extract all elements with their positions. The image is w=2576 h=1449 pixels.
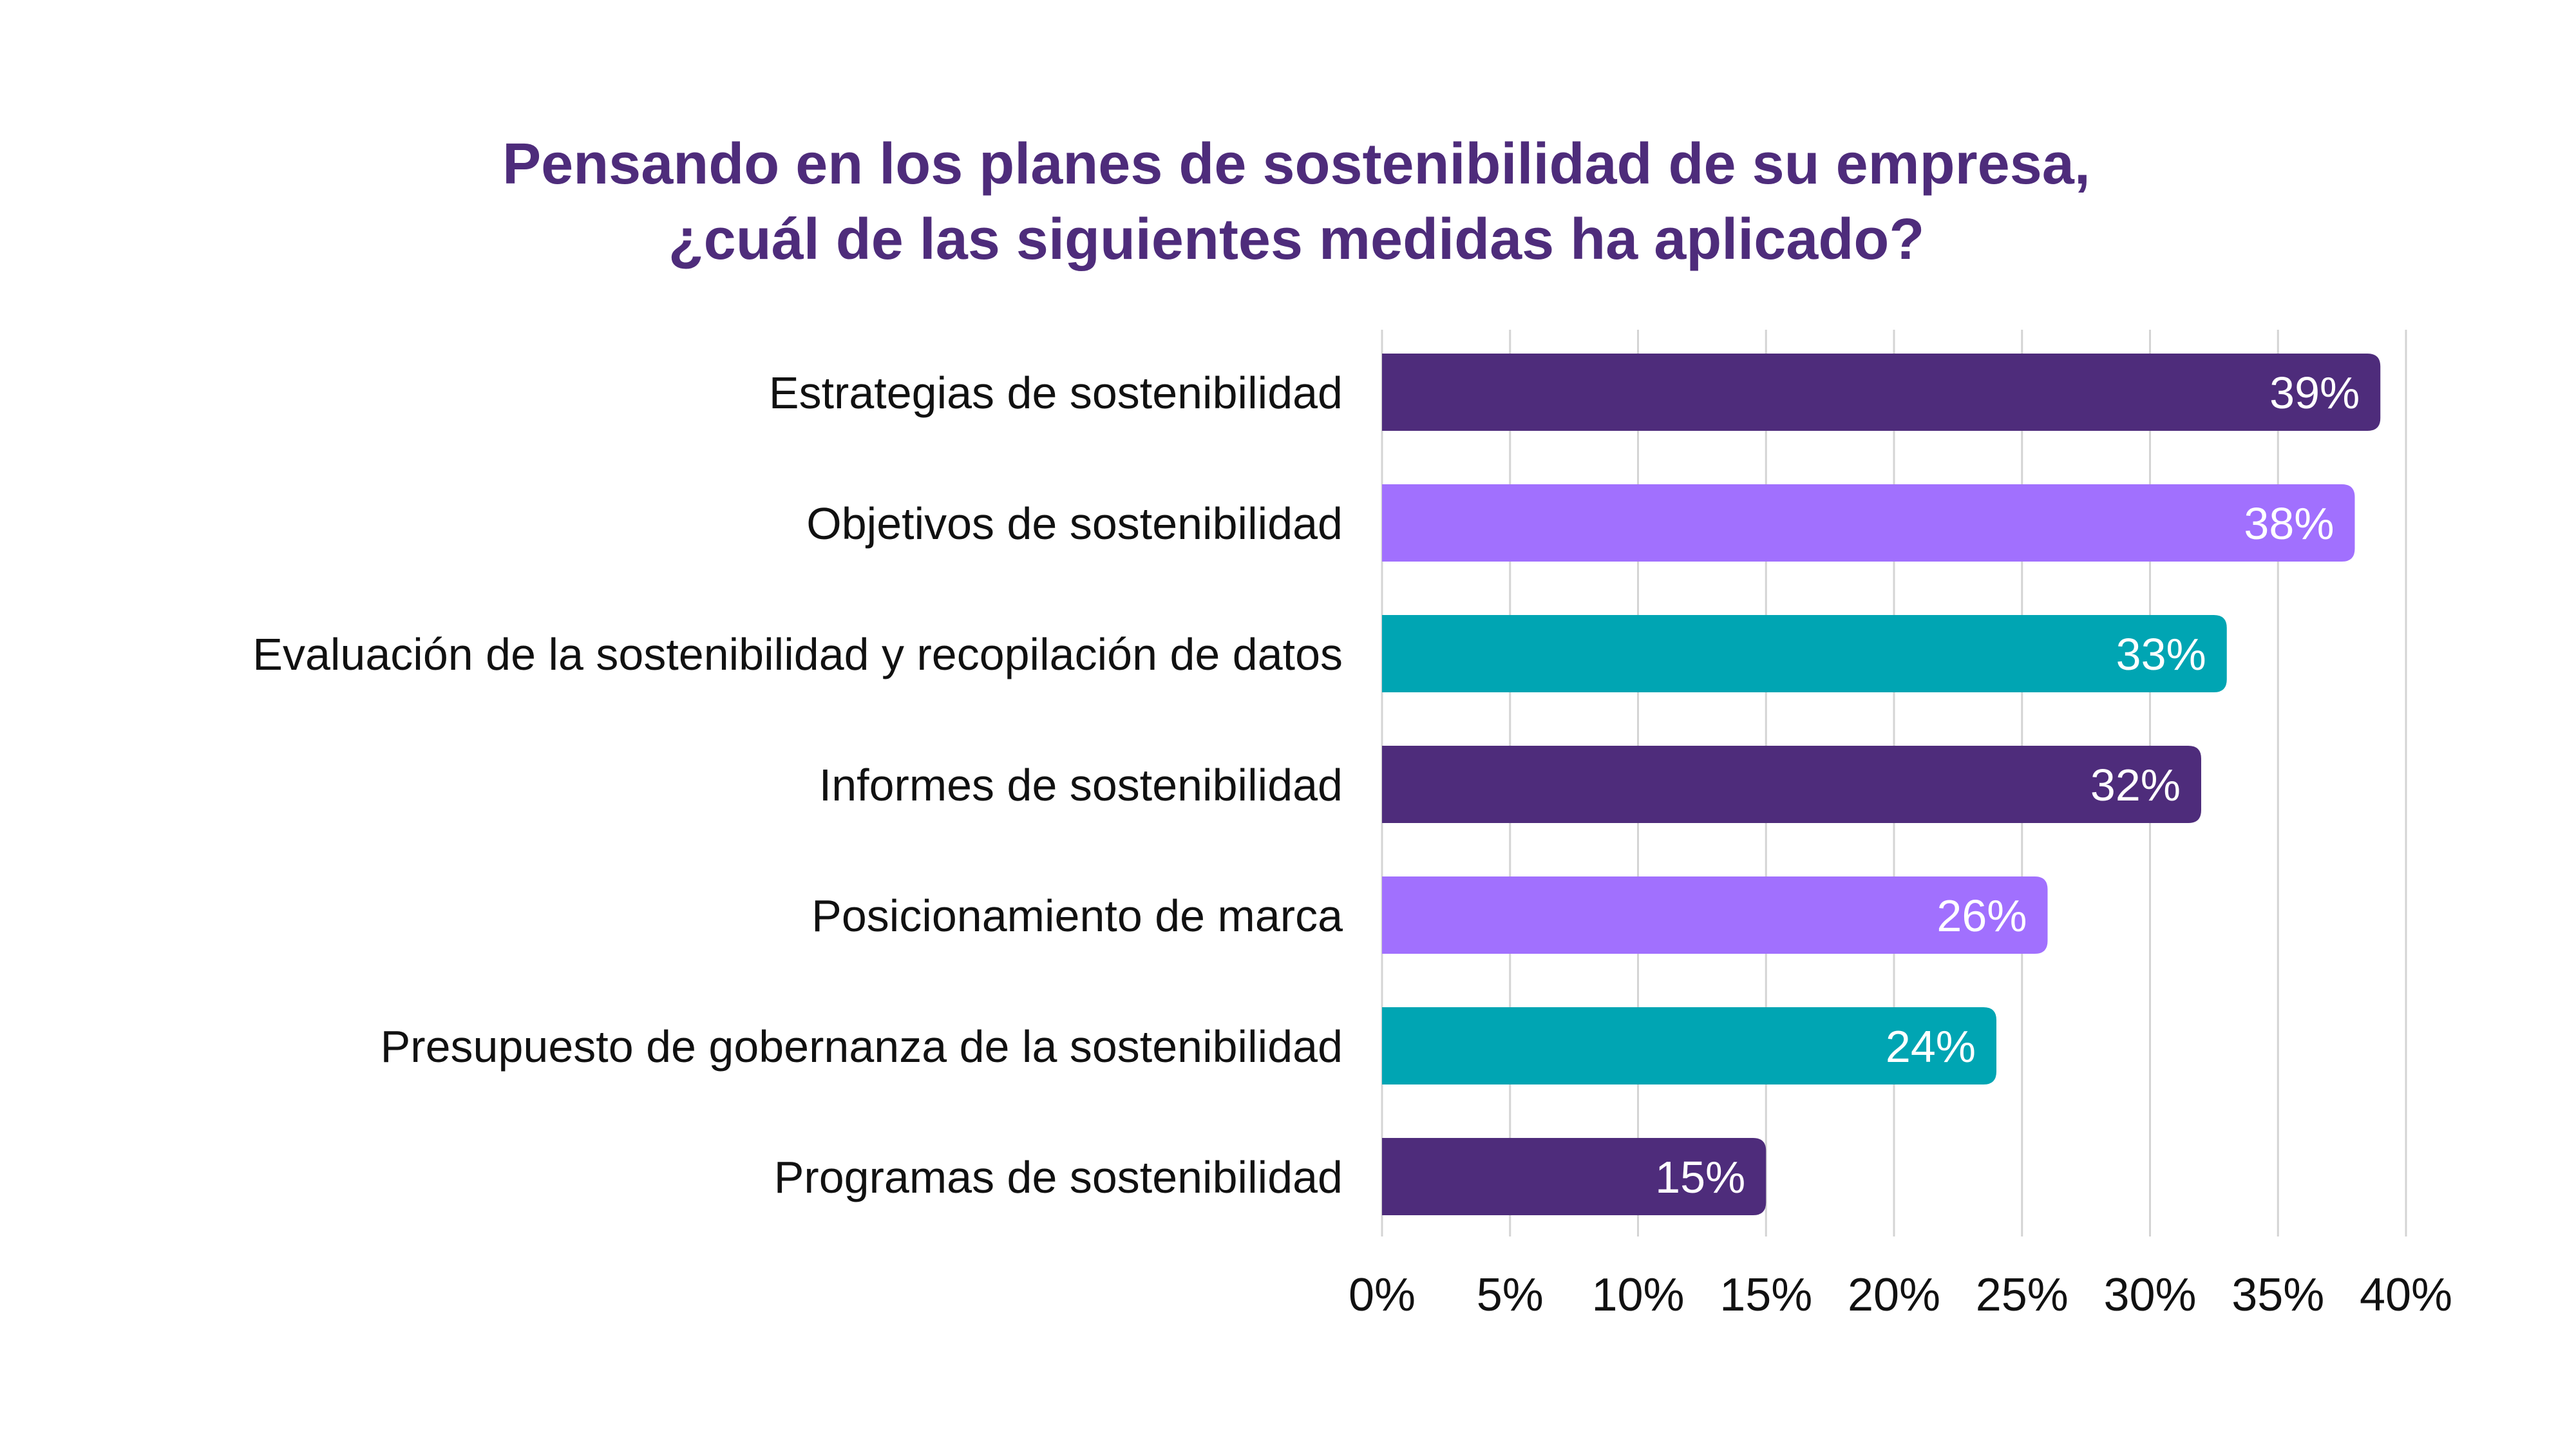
x-tick-label: 10% — [1591, 1269, 1684, 1321]
value-label: 33% — [2116, 629, 2206, 679]
bar — [1382, 1138, 1766, 1215]
category-label: Estrategias de sostenibilidad — [769, 368, 1343, 418]
chart-title-line-1: Pensando en los planes de sostenibilidad… — [502, 132, 2090, 196]
value-label: 26% — [1937, 891, 2027, 941]
bar — [1382, 484, 2355, 562]
x-tick-label: 30% — [2103, 1269, 2196, 1321]
category-label: Objetivos de sostenibilidad — [806, 498, 1343, 549]
x-tick-label: 15% — [1719, 1269, 1812, 1321]
chart-title-line-2: ¿cuál de las siguientes medidas ha aplic… — [668, 207, 1925, 272]
category-label: Posicionamiento de marca — [811, 891, 1343, 941]
category-label: Informes de sostenibilidad — [819, 760, 1343, 810]
bars: Estrategias de sostenibilidad 39% Objetivo… — [252, 354, 2381, 1215]
bar — [1382, 876, 2048, 954]
value-label: 38% — [2244, 498, 2334, 549]
bar — [1382, 1007, 1996, 1084]
bar — [1382, 354, 2381, 431]
x-tick-label: 40% — [2360, 1269, 2452, 1321]
x-tick-label: 35% — [2231, 1269, 2324, 1321]
category-label: Evaluación de la sostenibilidad y recopi… — [252, 629, 1343, 679]
x-tick-label: 25% — [1976, 1269, 2069, 1321]
category-label: Presupuesto de gobernanza de la sostenib… — [381, 1021, 1343, 1072]
value-label: 32% — [2090, 760, 2181, 810]
x-tick-label: 5% — [1477, 1269, 1544, 1321]
x-axis-ticks: 0% 5% 10% 15% 20% 25% 30% 35% 40% — [1349, 1269, 2452, 1321]
bar — [1382, 615, 2227, 692]
category-label: Programas de sostenibilidad — [774, 1152, 1343, 1202]
value-label: 15% — [1655, 1152, 1745, 1202]
value-label: 24% — [1886, 1021, 1976, 1072]
x-tick-label: 0% — [1349, 1269, 1416, 1321]
bar — [1382, 746, 2201, 823]
value-label: 39% — [2269, 368, 2360, 418]
x-tick-label: 20% — [1848, 1269, 1940, 1321]
